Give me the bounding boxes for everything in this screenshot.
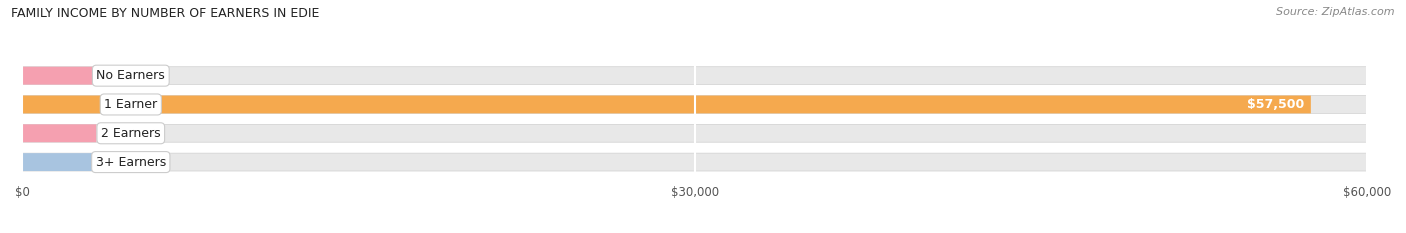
Text: $0: $0: [112, 127, 128, 140]
Text: No Earners: No Earners: [97, 69, 165, 82]
Text: $0: $0: [112, 69, 128, 82]
FancyBboxPatch shape: [22, 96, 1310, 113]
Text: $57,500: $57,500: [1247, 98, 1305, 111]
Text: 2 Earners: 2 Earners: [101, 127, 160, 140]
FancyBboxPatch shape: [22, 96, 1367, 113]
FancyBboxPatch shape: [22, 67, 97, 85]
Text: $0: $0: [112, 156, 128, 169]
Text: Source: ZipAtlas.com: Source: ZipAtlas.com: [1277, 7, 1395, 17]
FancyBboxPatch shape: [22, 124, 1367, 142]
Text: 3+ Earners: 3+ Earners: [96, 156, 166, 169]
Text: 1 Earner: 1 Earner: [104, 98, 157, 111]
FancyBboxPatch shape: [22, 67, 1367, 85]
FancyBboxPatch shape: [22, 153, 97, 171]
FancyBboxPatch shape: [22, 124, 97, 142]
FancyBboxPatch shape: [22, 153, 1367, 171]
Text: FAMILY INCOME BY NUMBER OF EARNERS IN EDIE: FAMILY INCOME BY NUMBER OF EARNERS IN ED…: [11, 7, 319, 20]
